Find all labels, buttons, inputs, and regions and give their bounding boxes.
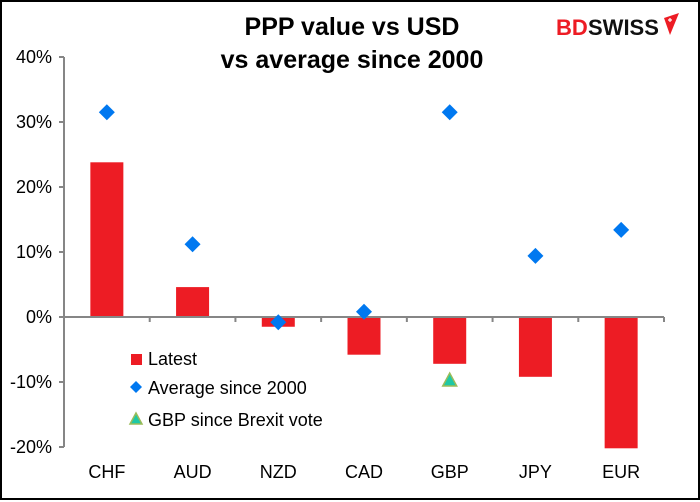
markers-series-average [98, 104, 630, 331]
bar-latest-gbp [433, 317, 467, 364]
logo-swiss-cross-icon [664, 13, 679, 35]
y-tick-label: 0% [26, 307, 52, 327]
markers-series-brexit [441, 371, 458, 387]
y-tick-label: 30% [16, 112, 52, 132]
marker-average-aud [184, 236, 201, 253]
y-tick-label: 20% [16, 177, 52, 197]
chart-title-line-1: PPP value vs USD [245, 13, 460, 41]
y-axis: 40% 30% 20% 10% 0% -10% -20% [10, 47, 65, 457]
legend-label-brexit: GBP since Brexit vote [148, 410, 323, 430]
bar-latest-aud [176, 287, 210, 317]
x-tick-label: GBP [431, 462, 469, 482]
marker-average-chf [98, 104, 115, 121]
bdswiss-logo: BD SWISS [556, 13, 679, 40]
bars-series-latest [90, 162, 638, 449]
marker-average-nzd [270, 314, 287, 331]
y-tick-label: -10% [10, 372, 52, 392]
legend-label-latest: Latest [148, 349, 197, 369]
x-tick-label: CHF [88, 462, 125, 482]
marker-average-cad [356, 303, 372, 320]
legend-swatch-latest [131, 354, 142, 365]
marker-brexit-gbp [441, 371, 458, 387]
logo-cross-mark-icon [668, 18, 672, 22]
legend-item-average: Average since 2000 [130, 378, 307, 398]
marker-average-eur [613, 221, 630, 238]
logo-text-bd: BD [556, 15, 588, 40]
bar-latest-jpy [518, 317, 552, 377]
logo-text-swiss: SWISS [588, 15, 659, 40]
y-tick-label: 10% [16, 242, 52, 262]
legend-swatch-average-diamond [130, 381, 142, 393]
x-tick-label: JPY [519, 462, 552, 482]
x-tick-label: EUR [602, 462, 640, 482]
x-tick-label: CAD [345, 462, 383, 482]
y-tick-label: -20% [10, 437, 52, 457]
x-tick-labels: CHF AUD NZD CAD GBP JPY EUR [88, 462, 640, 482]
bar-latest-cad [347, 317, 381, 355]
bar-latest-eur [604, 317, 638, 449]
x-tick-label: AUD [174, 462, 212, 482]
marker-average-jpy [527, 247, 544, 264]
legend-item-brexit: GBP since Brexit vote [128, 410, 323, 430]
bar-latest-chf [90, 162, 124, 317]
chart-title-line-2: vs average since 2000 [221, 46, 484, 74]
marker-average-gbp [441, 104, 458, 121]
legend: Latest Average since 2000 GBP since Brex… [128, 349, 323, 430]
legend-item-latest: Latest [131, 349, 197, 369]
y-tick-label: 40% [16, 47, 52, 67]
legend-swatch-brexit-triangle [128, 411, 144, 425]
legend-label-average: Average since 2000 [148, 378, 307, 398]
chart-title: PPP value vs USD vs average since 2000 [221, 13, 484, 74]
x-tick-label: NZD [260, 462, 297, 482]
